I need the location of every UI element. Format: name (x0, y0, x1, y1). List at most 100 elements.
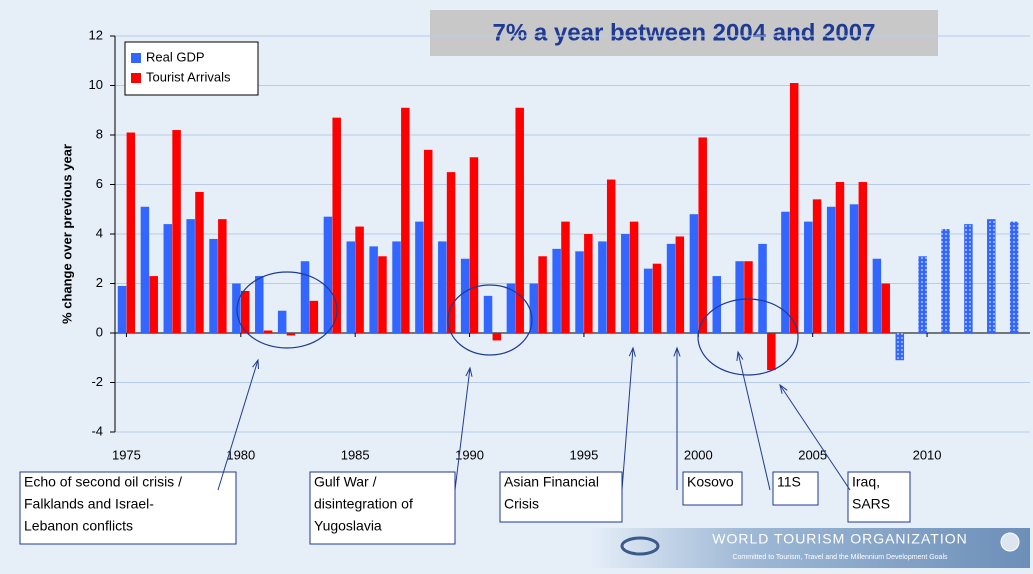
y-tick-label: 4 (96, 225, 103, 240)
x-tick-label: 1985 (341, 447, 370, 462)
bar (812, 199, 822, 333)
bar (492, 333, 502, 341)
annotation-arrow (454, 367, 471, 491)
annotation-arrow (621, 347, 634, 491)
logo: WORLD TOURISM ORGANIZATION Committed to … (590, 528, 1030, 568)
bar (355, 226, 364, 333)
y-tick-label: 6 (96, 176, 103, 191)
bar (277, 310, 287, 333)
annotation-text: Yugoslavia (314, 518, 382, 534)
arrow-head (628, 346, 636, 357)
annotation-text: Falklands and Israel- (24, 496, 154, 512)
annotation-arrow (737, 351, 771, 491)
bar (209, 238, 218, 333)
bar (987, 219, 996, 333)
bar (698, 137, 707, 333)
annotation-arrow (217, 359, 259, 491)
x-tick-label: 2000 (684, 447, 713, 462)
annotation-box (847, 471, 911, 523)
legend-swatch (131, 73, 141, 83)
bar (629, 221, 639, 333)
logo-bg (590, 528, 1030, 568)
bar (872, 258, 882, 333)
bar (149, 276, 158, 333)
x-tick-label: 1980 (226, 447, 255, 462)
bar (515, 107, 524, 334)
bar (172, 130, 181, 333)
bar (446, 172, 456, 333)
bar (666, 243, 676, 333)
bar (309, 300, 319, 333)
plot: -4 -2 0 2 4 6 8 10 12 1975 1980 1985 1990 1995 2000 200… (19, 27, 1030, 545)
annotation-text: 11S (777, 474, 801, 490)
bar (918, 256, 927, 333)
bar (735, 261, 744, 333)
bar (332, 117, 341, 333)
arrow-head (673, 346, 681, 357)
bar (689, 214, 699, 333)
bar (767, 333, 776, 371)
bar (126, 132, 136, 333)
bar (506, 283, 516, 333)
y-tick-label: 10 (89, 77, 103, 92)
x-tick-label: 1975 (112, 447, 141, 462)
bar (835, 182, 845, 333)
bar (552, 248, 561, 333)
bar (186, 219, 195, 333)
bar (643, 268, 653, 333)
bar (378, 256, 387, 333)
bar (964, 224, 973, 333)
bar (263, 330, 273, 333)
y-tick-label: -2 (91, 374, 103, 389)
bar (575, 251, 584, 333)
title-box (430, 10, 938, 56)
bar (286, 333, 296, 336)
arrow-head (252, 358, 259, 370)
bar (584, 234, 593, 333)
bar (469, 157, 479, 333)
legend-box (124, 41, 259, 96)
legend-label: Tourist Arrivals (146, 69, 231, 84)
annotation-box (309, 471, 456, 545)
annotation-text: Lebanon conflicts (24, 518, 133, 534)
bar (561, 221, 570, 333)
x-tick-label: 1990 (455, 447, 484, 462)
arrow-head (465, 366, 473, 377)
bar (895, 333, 905, 361)
bar (483, 295, 493, 333)
bar (415, 221, 424, 333)
legend-swatch (131, 53, 141, 63)
bar (195, 191, 204, 333)
annotation-text: Kosovo (687, 474, 734, 490)
y-tick-label: 0 (96, 324, 103, 339)
logo-name: WORLD TOURISM ORGANIZATION (712, 531, 967, 547)
arrow-head (779, 383, 788, 394)
bar (323, 216, 333, 333)
annotation-text: SARS (852, 496, 890, 512)
bar (881, 283, 890, 333)
annotation-box (772, 471, 819, 506)
y-tick-label: 12 (89, 27, 103, 42)
y-tick-label: 2 (96, 275, 103, 290)
annotation-text: Iraq, (852, 474, 880, 490)
annotation-box (682, 471, 743, 506)
un-emblem (1000, 532, 1020, 552)
highlight-ellipse (697, 298, 799, 376)
bar (598, 241, 607, 333)
bar (346, 241, 356, 333)
bar (712, 276, 722, 333)
annotation-text: Echo of second oil crisis / (24, 474, 182, 490)
bar (652, 263, 662, 333)
arrow-head (736, 350, 744, 361)
x-tick-label: 2005 (798, 447, 827, 462)
bar (401, 107, 410, 334)
annotation-arrow (779, 384, 851, 491)
y-axis-label: % change over previous year (59, 144, 74, 324)
bar (240, 290, 250, 333)
bar (300, 261, 310, 333)
bar (826, 206, 836, 333)
y-tick-label: 8 (96, 126, 103, 141)
bar (163, 224, 173, 333)
